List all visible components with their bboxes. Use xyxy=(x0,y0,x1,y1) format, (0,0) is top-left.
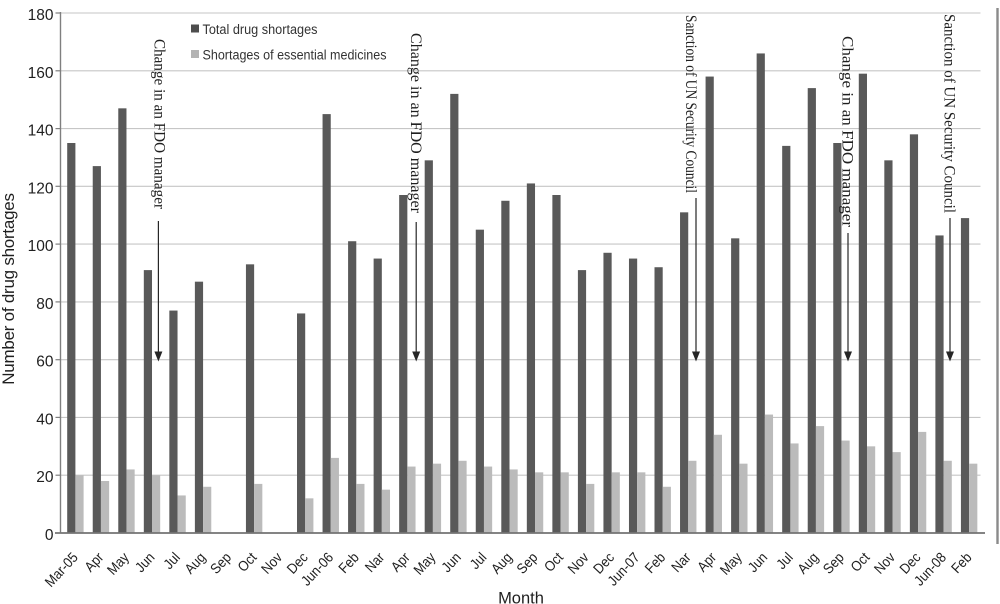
svg-text:140: 140 xyxy=(28,123,54,140)
svg-text:Sanction of UN Security Counci: Sanction of UN Security Council xyxy=(682,15,699,193)
svg-text:Sanction of UN Security Counci: Sanction of UN Security Council xyxy=(941,14,958,214)
svg-text:40: 40 xyxy=(36,411,54,428)
svg-text:80: 80 xyxy=(36,296,54,313)
svg-text:Change in an FDO manager: Change in an FDO manager xyxy=(150,39,167,210)
svg-text:Total drug shortages: Total drug shortages xyxy=(203,22,318,37)
svg-text:160: 160 xyxy=(28,65,54,82)
svg-text:120: 120 xyxy=(28,180,54,197)
svg-text:20: 20 xyxy=(36,469,54,486)
svg-text:Month: Month xyxy=(498,590,544,604)
svg-text:Change in an FDO manager: Change in an FDO manager xyxy=(407,33,424,214)
svg-text:Change in an FDO manager: Change in an FDO manager xyxy=(839,36,856,228)
svg-text:Number of drug shortages: Number of drug shortages xyxy=(0,193,18,385)
svg-text:100: 100 xyxy=(28,238,54,255)
svg-text:Shortages of essential medicin: Shortages of essential medicines xyxy=(203,48,387,63)
svg-text:180: 180 xyxy=(28,7,54,24)
svg-text:0: 0 xyxy=(45,527,54,544)
svg-text:60: 60 xyxy=(36,354,54,371)
